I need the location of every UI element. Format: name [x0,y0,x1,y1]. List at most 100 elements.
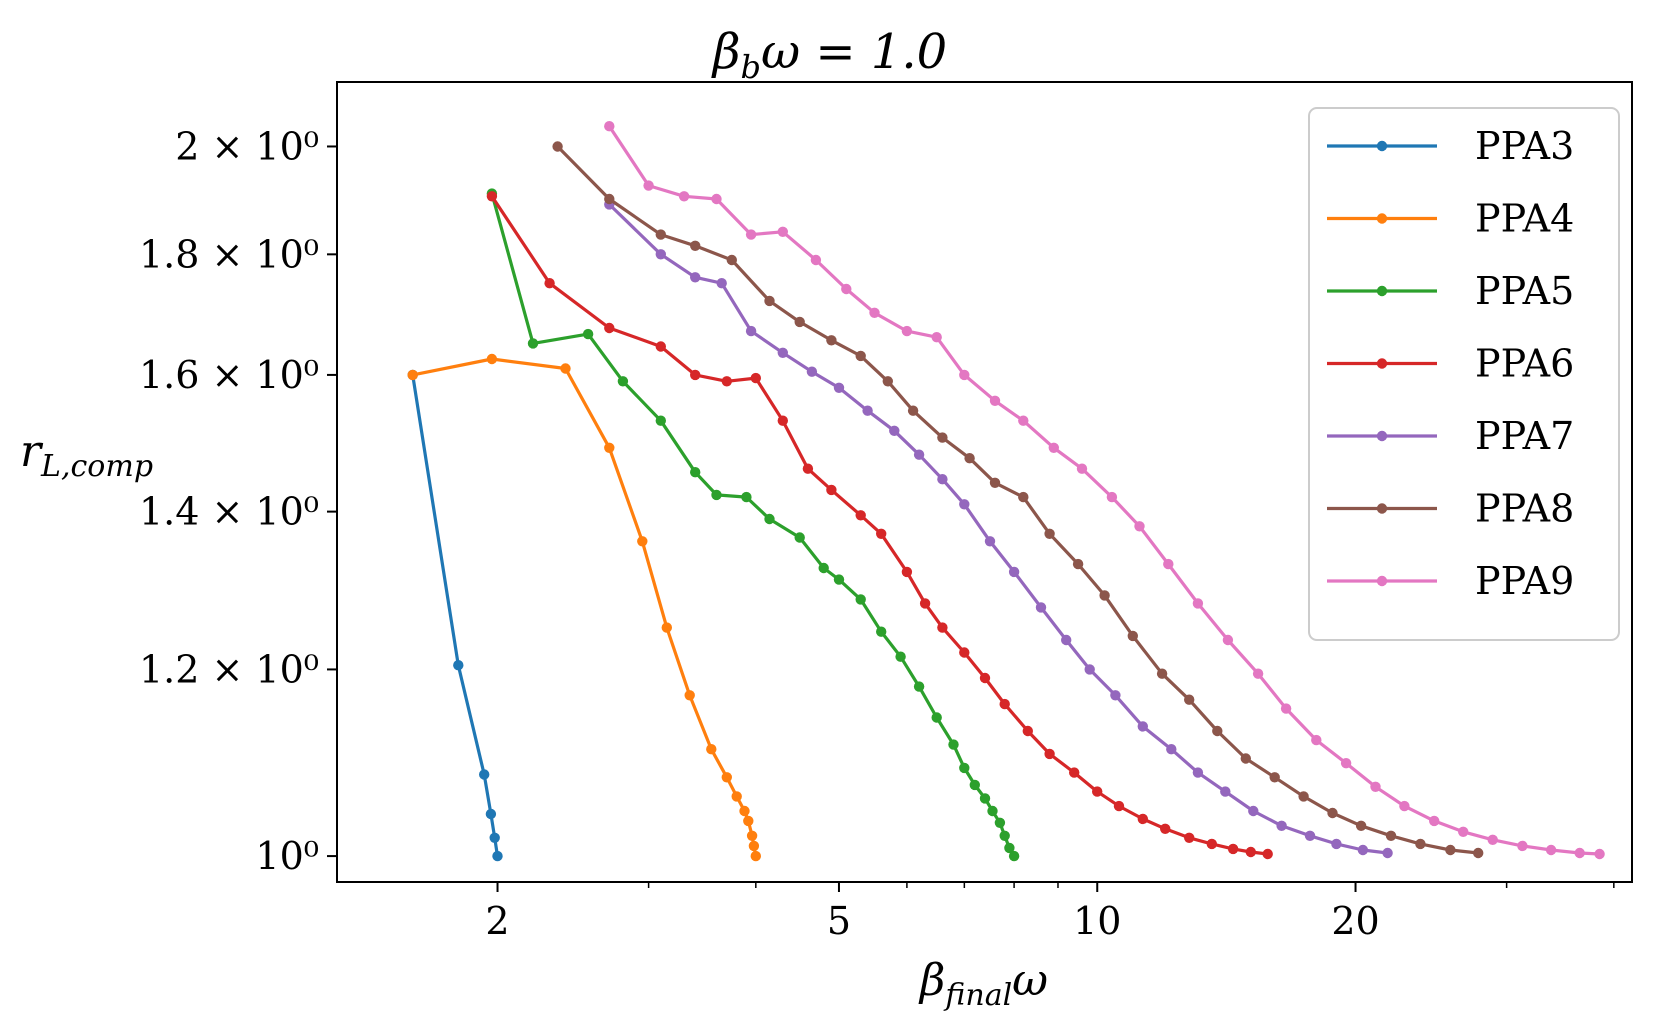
data-point [833,382,845,393]
legend-marker [1376,575,1388,587]
data-point [979,793,991,804]
data-point [1245,846,1257,858]
data-point [987,805,998,817]
data-point [1385,830,1397,841]
data-point [1110,690,1121,701]
data-point [741,491,752,503]
legend: PPA3 PPA4 PPA5 PPA6 PPA7 PPA8 PPA9 [1308,107,1620,641]
data-point [901,325,913,337]
data-point [826,335,837,346]
data-point [794,532,805,543]
data-point [604,442,615,453]
data-point [979,672,991,684]
data-point [643,180,654,191]
data-point [989,477,1001,488]
data-point [716,278,727,289]
data-point [959,499,970,510]
data-point [1445,844,1456,856]
data-point [1355,820,1367,831]
y-tick-label: 10⁰ [255,834,319,878]
series-layer [407,121,1605,862]
y-axis-label: rL,comp [20,426,153,484]
data-point [1276,820,1287,831]
data-point [690,240,701,251]
legend-label: PPA9 [1475,559,1574,603]
data-point [750,850,761,862]
data-point [604,322,615,334]
data-point [750,372,761,384]
data-point [617,376,629,387]
x-tick-label: 5 [827,899,851,943]
legend-marker [1376,285,1388,297]
data-point [806,366,818,377]
data-point [1008,850,1020,862]
data-point [855,350,866,362]
data-point [1340,758,1352,769]
data-point [994,817,1006,828]
data-point [1331,838,1342,850]
series-ppa6 [486,191,1273,860]
data-point [1137,721,1149,732]
data-point [810,254,822,266]
data-point [1357,844,1369,856]
legend-label: PPA6 [1475,342,1574,386]
data-point [1004,842,1015,854]
data-point [544,278,555,289]
data-point [937,474,948,485]
legend-entry: PPA3 [1327,124,1574,168]
data-point [959,369,970,381]
data-point [999,830,1010,841]
data-point [913,449,925,460]
data-point [841,283,852,295]
series-line [490,193,1016,857]
plot-area [336,81,1633,883]
data-point [655,341,666,352]
data-point [492,850,503,862]
data-point [855,510,866,521]
data-point [690,369,701,381]
data-point [661,622,672,633]
data-point [1092,786,1103,797]
x-tick-label: 20 [1331,899,1379,943]
data-point [1137,813,1149,825]
data-point [489,832,500,843]
data-point [964,453,975,464]
data-point [604,193,615,205]
data-point [721,772,732,783]
data-point [984,536,996,547]
legend-label: PPA7 [1475,414,1574,458]
data-point [1008,566,1020,578]
data-point [876,626,887,637]
data-point [1072,558,1084,570]
data-point [1206,838,1218,850]
data-point [1298,791,1309,802]
data-point [802,463,814,474]
data-point [948,739,959,750]
series-ppa7 [604,199,1393,859]
data-point [1184,832,1195,843]
data-point [989,395,1001,406]
data-point [1415,838,1426,850]
legend-entry: PPA9 [1327,559,1574,603]
data-point [1160,823,1171,834]
data-point [739,805,750,817]
data-point [1227,843,1239,855]
data-point [999,698,1010,710]
series-ppa5 [486,188,1020,862]
data-point [407,369,418,381]
data-point [1487,834,1498,845]
data-point [1545,844,1557,856]
data-point [743,815,754,827]
y-tick-label: 1.2 × 10⁰ [139,647,319,691]
data-point [527,338,539,349]
data-point [937,432,948,443]
data-point [959,762,970,774]
data-point [1382,847,1393,859]
data-point [1022,725,1033,737]
data-point [1166,744,1177,755]
data-point [777,347,788,358]
y-tick-label: 1.4 × 10⁰ [139,490,319,534]
data-point [777,415,788,426]
legend-label: PPA3 [1475,124,1574,168]
